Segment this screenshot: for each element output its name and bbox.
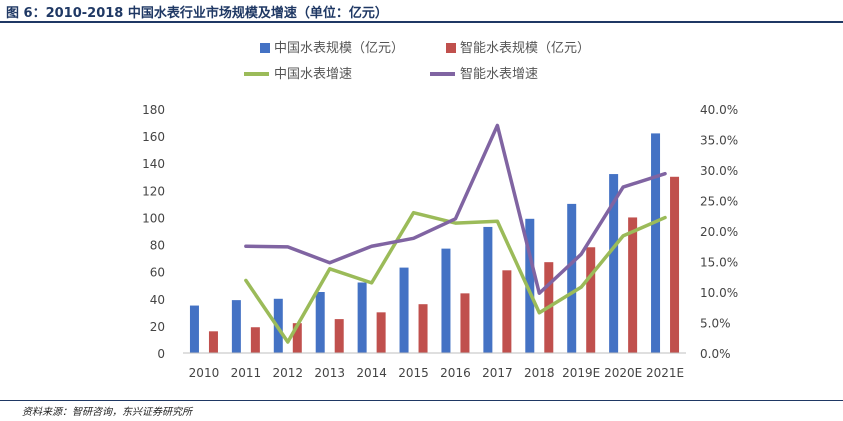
bar: [483, 226, 493, 353]
bar: [231, 300, 241, 353]
y-right-tick-label: 30.0%: [700, 164, 738, 178]
x-tick-label: 2015: [398, 366, 429, 380]
y-left-tick-label: 0: [157, 347, 165, 361]
x-tick-label: 2014: [356, 366, 387, 380]
bar: [418, 304, 428, 353]
y-right-tick-label: 40.0%: [700, 103, 738, 117]
bar: [670, 176, 680, 353]
bar: [567, 203, 577, 353]
y-right-tick-label: 20.0%: [700, 225, 738, 239]
bar: [292, 323, 302, 353]
x-tick-label: 2012: [273, 366, 304, 380]
bar: [525, 218, 535, 353]
legend-label: 中国水表增速: [274, 67, 352, 82]
y-right-tick-label: 0.0%: [700, 347, 731, 361]
title-rule: [0, 21, 843, 23]
series-line: [244, 210, 667, 344]
y-left-tick-label: 20: [150, 320, 165, 334]
y-right-tick-label: 25.0%: [700, 195, 738, 209]
y-left-tick-label: 100: [142, 211, 165, 225]
bar: [609, 174, 619, 353]
bar: [399, 267, 409, 353]
y-left-tick-label: 60: [150, 266, 165, 280]
bar: [586, 247, 596, 353]
y-right-tick-label: 15.0%: [700, 256, 738, 270]
series-line: [244, 123, 667, 295]
legend-label: 中国水表规模（亿元）: [274, 41, 404, 56]
y-left-tick-label: 80: [150, 239, 165, 253]
x-tick-label: 2017: [482, 366, 513, 380]
legend-swatch: [260, 43, 270, 53]
x-tick-label: 2016: [440, 366, 471, 380]
bar: [189, 305, 199, 353]
y-right-tick-label: 10.0%: [700, 286, 738, 300]
legend-label: 智能水表规模（亿元）: [460, 41, 590, 56]
x-tick-label: 2013: [314, 366, 345, 380]
bar: [315, 292, 325, 353]
bar: [250, 327, 260, 353]
y-right-tick-label: 5.0%: [700, 317, 731, 331]
bar: [334, 319, 344, 353]
x-tick-label: 2021E: [646, 366, 684, 380]
y-left-tick-label: 140: [142, 157, 165, 171]
legend-label: 智能水表增速: [460, 67, 538, 82]
legend-swatch: [446, 43, 456, 53]
bar: [441, 248, 451, 353]
bar: [208, 331, 218, 353]
bar: [628, 217, 638, 353]
x-tick-label: 2011: [231, 366, 262, 380]
header: 图 6：2010-2018 中国水表行业市场规模及增速（单位：亿元）: [0, 0, 843, 23]
y-left-tick-label: 40: [150, 293, 165, 307]
x-tick-label: 2020E: [604, 366, 642, 380]
y-left-tick-label: 160: [142, 130, 165, 144]
figure-title: 图 6：2010-2018 中国水表行业市场规模及增速（单位：亿元）: [6, 6, 388, 21]
combo-chart: 中国水表规模（亿元） 智能水表规模（亿元） 中国水表增速 智能水表增速 0 20 40 60 8…: [142, 41, 738, 380]
y-left-tick-label: 120: [142, 184, 165, 198]
x-tick-label: 2018: [524, 366, 555, 380]
y-right-tick-label: 35.0%: [700, 134, 738, 148]
bar: [376, 312, 386, 353]
bar: [460, 293, 470, 353]
source-rule: [0, 400, 843, 401]
source-note: 资料来源：智研咨询，东兴证券研究所: [22, 407, 192, 418]
bar: [357, 282, 367, 353]
y-left-tick-label: 180: [142, 103, 165, 117]
bar: [502, 270, 512, 353]
x-tick-label: 2010: [189, 366, 220, 380]
bar: [651, 133, 661, 353]
x-tick-label: 2019E: [562, 366, 600, 380]
